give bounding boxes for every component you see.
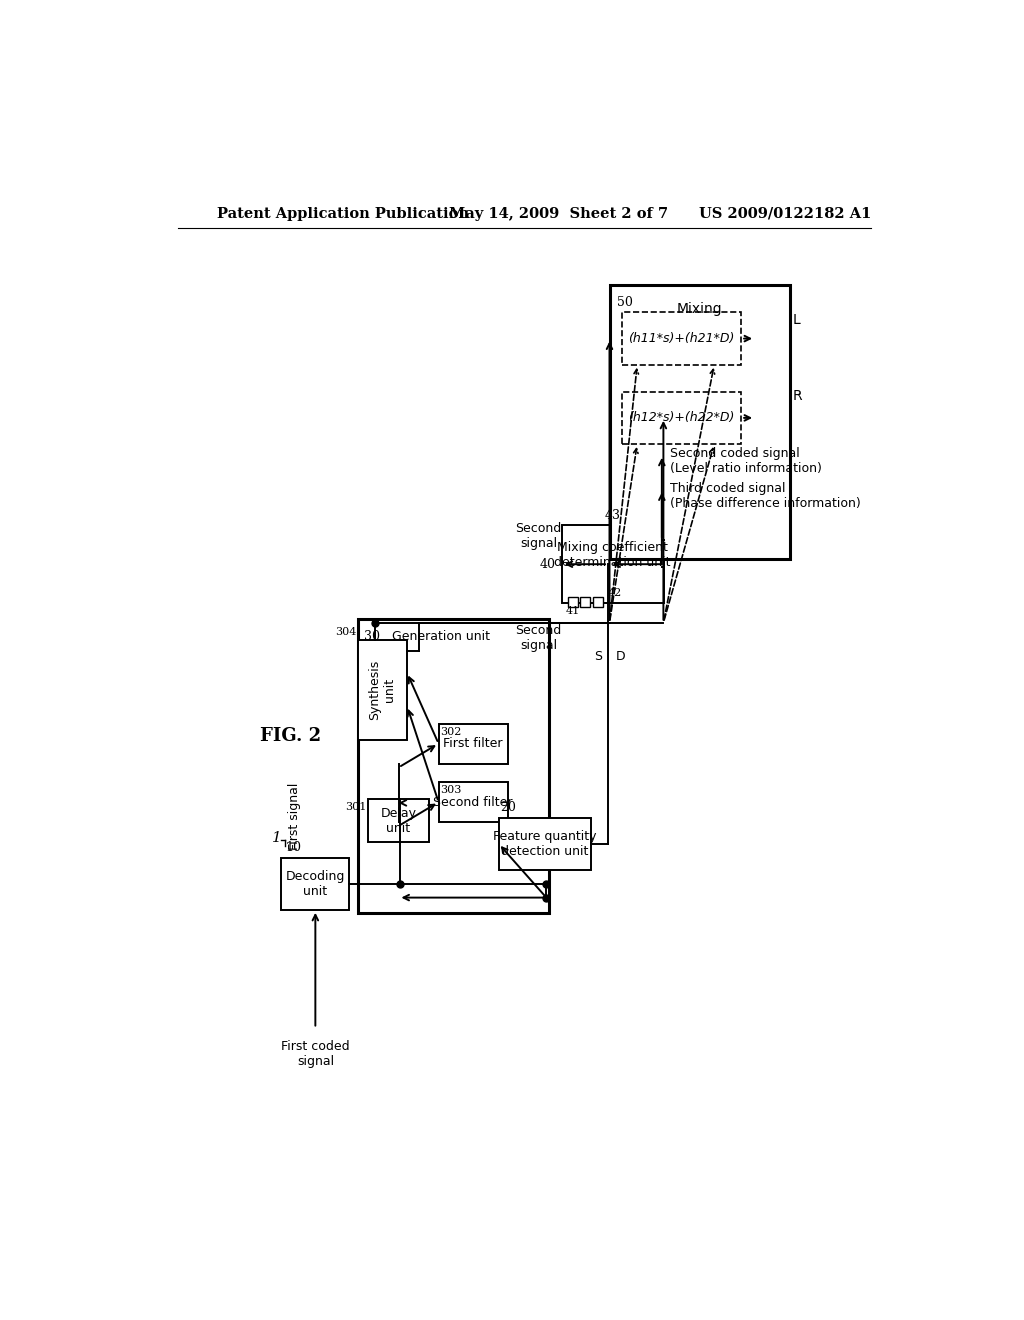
Text: Second coded signal
(Level ratio information): Second coded signal (Level ratio informa… [670, 447, 821, 475]
Text: 1: 1 [271, 832, 282, 845]
Bar [622, 313, 741, 364]
Bar [438, 723, 508, 763]
Bar [499, 817, 591, 870]
Text: 302: 302 [440, 726, 462, 737]
Bar [622, 392, 741, 444]
Text: (h11*s)+(h21*D): (h11*s)+(h21*D) [628, 333, 734, 345]
Bar [581, 598, 590, 607]
Text: First coded
signal: First coded signal [281, 1040, 349, 1068]
Text: (h12*s)+(h22*D): (h12*s)+(h22*D) [628, 412, 734, 425]
Text: 40: 40 [540, 557, 556, 570]
Bar [562, 525, 665, 603]
Text: Third coded signal
(Phase difference information): Third coded signal (Phase difference inf… [670, 482, 860, 510]
Text: 50: 50 [617, 296, 633, 309]
Text: 301: 301 [345, 803, 367, 812]
Text: D: D [615, 649, 626, 663]
Text: Second
signal: Second signal [515, 523, 562, 550]
Bar [358, 640, 407, 739]
Text: Second filter: Second filter [433, 796, 513, 809]
Text: Mixing coefficient
determination unit: Mixing coefficient determination unit [554, 541, 671, 569]
Text: First filter: First filter [443, 737, 503, 750]
Text: Patent Application Publication: Patent Application Publication [217, 207, 469, 220]
Bar [368, 799, 429, 842]
Text: Feature quantity
detection unit: Feature quantity detection unit [494, 830, 597, 858]
Text: Decoding
unit: Decoding unit [286, 870, 345, 898]
Text: 10: 10 [286, 841, 301, 854]
Text: L: L [793, 313, 801, 327]
Text: Generation unit: Generation unit [392, 631, 490, 643]
Text: May 14, 2009  Sheet 2 of 7: May 14, 2009 Sheet 2 of 7 [449, 207, 668, 220]
Text: 20: 20 [500, 801, 516, 814]
Text: US 2009/0122182 A1: US 2009/0122182 A1 [698, 207, 871, 220]
Text: 42: 42 [608, 587, 623, 598]
Text: 43: 43 [604, 508, 621, 521]
Bar [438, 781, 508, 822]
Bar [609, 285, 791, 558]
Text: Second
signal: Second signal [515, 624, 562, 652]
Text: Delay
unit: Delay unit [381, 807, 417, 834]
Text: R: R [793, 388, 803, 403]
Text: 304: 304 [336, 627, 357, 636]
Bar [568, 598, 578, 607]
Text: 41: 41 [565, 606, 580, 615]
Bar [593, 598, 602, 607]
Bar [282, 858, 349, 909]
Bar [357, 619, 549, 913]
Text: 30: 30 [364, 631, 380, 643]
Text: Synthesis
unit: Synthesis unit [369, 660, 396, 719]
Text: 303: 303 [440, 785, 462, 795]
Text: Mixing: Mixing [677, 302, 722, 317]
Text: S: S [595, 649, 602, 663]
Text: First signal: First signal [288, 783, 301, 850]
Text: FIG. 2: FIG. 2 [260, 727, 322, 744]
